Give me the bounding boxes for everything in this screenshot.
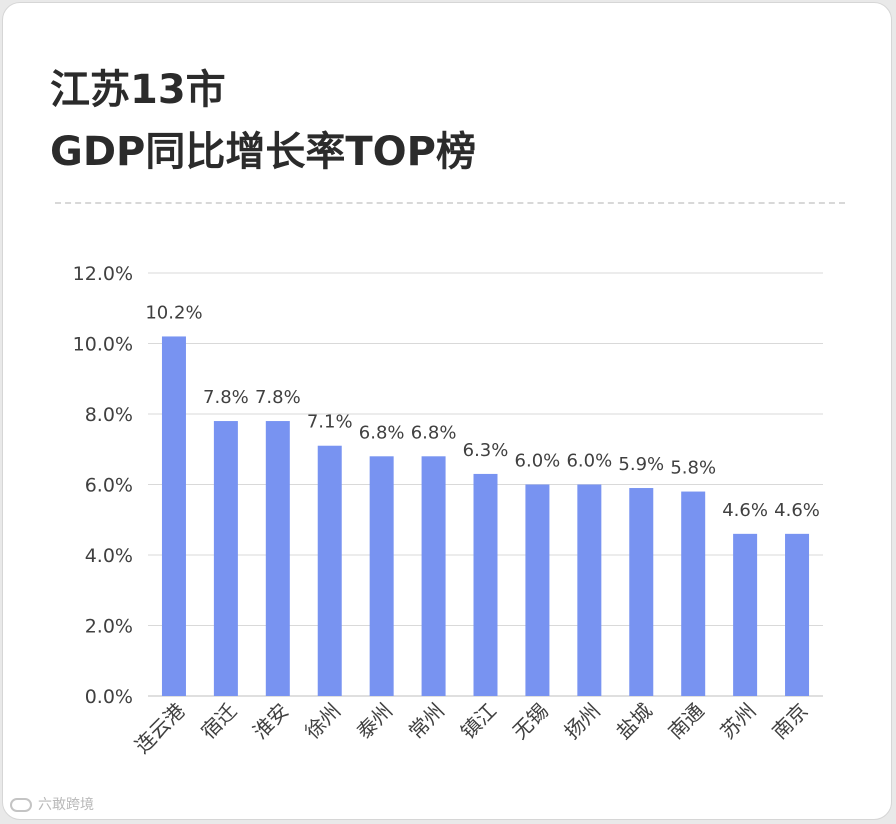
data-label: 6.0% bbox=[566, 451, 612, 472]
y-tick-label: 10.0% bbox=[73, 334, 133, 356]
y-tick-label: 4.0% bbox=[85, 545, 133, 567]
bar bbox=[473, 473, 498, 696]
data-label: 7.8% bbox=[255, 387, 301, 408]
y-tick-label: 0.0% bbox=[85, 686, 133, 708]
x-category-label: 南京 bbox=[767, 699, 812, 744]
y-tick-label: 12.0% bbox=[73, 263, 133, 285]
title-line-2: GDP同比增长率TOP榜 bbox=[50, 129, 476, 175]
x-category-label: 常州 bbox=[404, 699, 449, 744]
bar bbox=[369, 456, 394, 696]
bar bbox=[629, 488, 654, 696]
y-tick-label: 6.0% bbox=[85, 475, 133, 497]
data-label: 5.9% bbox=[618, 454, 664, 475]
x-category-label: 淮安 bbox=[248, 699, 293, 744]
watermark-logo-icon bbox=[10, 798, 32, 812]
x-category-label: 南通 bbox=[663, 699, 708, 744]
bar bbox=[213, 421, 238, 696]
data-label: 6.0% bbox=[515, 451, 561, 472]
watermark-text: 六敢跨境 bbox=[38, 797, 94, 813]
chart-title: 江苏13市 GDP同比增长率TOP榜 bbox=[50, 59, 476, 183]
x-category-label: 徐州 bbox=[300, 699, 345, 744]
bar bbox=[525, 484, 550, 696]
bar bbox=[733, 533, 758, 696]
data-label: 5.8% bbox=[670, 458, 716, 479]
bar bbox=[785, 533, 810, 696]
x-category-label: 苏州 bbox=[715, 699, 760, 744]
x-category-label: 宿迁 bbox=[196, 699, 241, 744]
data-label: 7.8% bbox=[203, 387, 249, 408]
data-label: 4.6% bbox=[774, 500, 820, 521]
title-line-1: 江苏13市 bbox=[50, 67, 226, 113]
x-category-label: 盐城 bbox=[612, 699, 657, 744]
x-category-label: 连云港 bbox=[130, 699, 189, 758]
data-label: 4.6% bbox=[722, 500, 768, 521]
x-category-label: 镇江 bbox=[456, 699, 501, 744]
bar bbox=[577, 484, 602, 696]
data-label: 7.1% bbox=[307, 412, 353, 433]
x-category-label: 泰州 bbox=[352, 699, 397, 744]
bar bbox=[421, 456, 446, 696]
y-tick-label: 2.0% bbox=[85, 616, 133, 638]
bar bbox=[265, 421, 290, 696]
watermark: 六敢跨境 bbox=[10, 794, 94, 814]
data-label: 6.3% bbox=[463, 440, 509, 461]
title-divider bbox=[55, 202, 845, 204]
bar bbox=[681, 491, 706, 696]
x-category-label: 无锡 bbox=[508, 699, 553, 744]
data-label: 6.8% bbox=[411, 422, 457, 443]
y-tick-label: 8.0% bbox=[85, 404, 133, 426]
data-label: 10.2% bbox=[145, 302, 202, 323]
data-label: 6.8% bbox=[359, 422, 405, 443]
x-category-label: 扬州 bbox=[560, 699, 605, 744]
bar bbox=[161, 336, 186, 696]
bar bbox=[317, 445, 342, 696]
